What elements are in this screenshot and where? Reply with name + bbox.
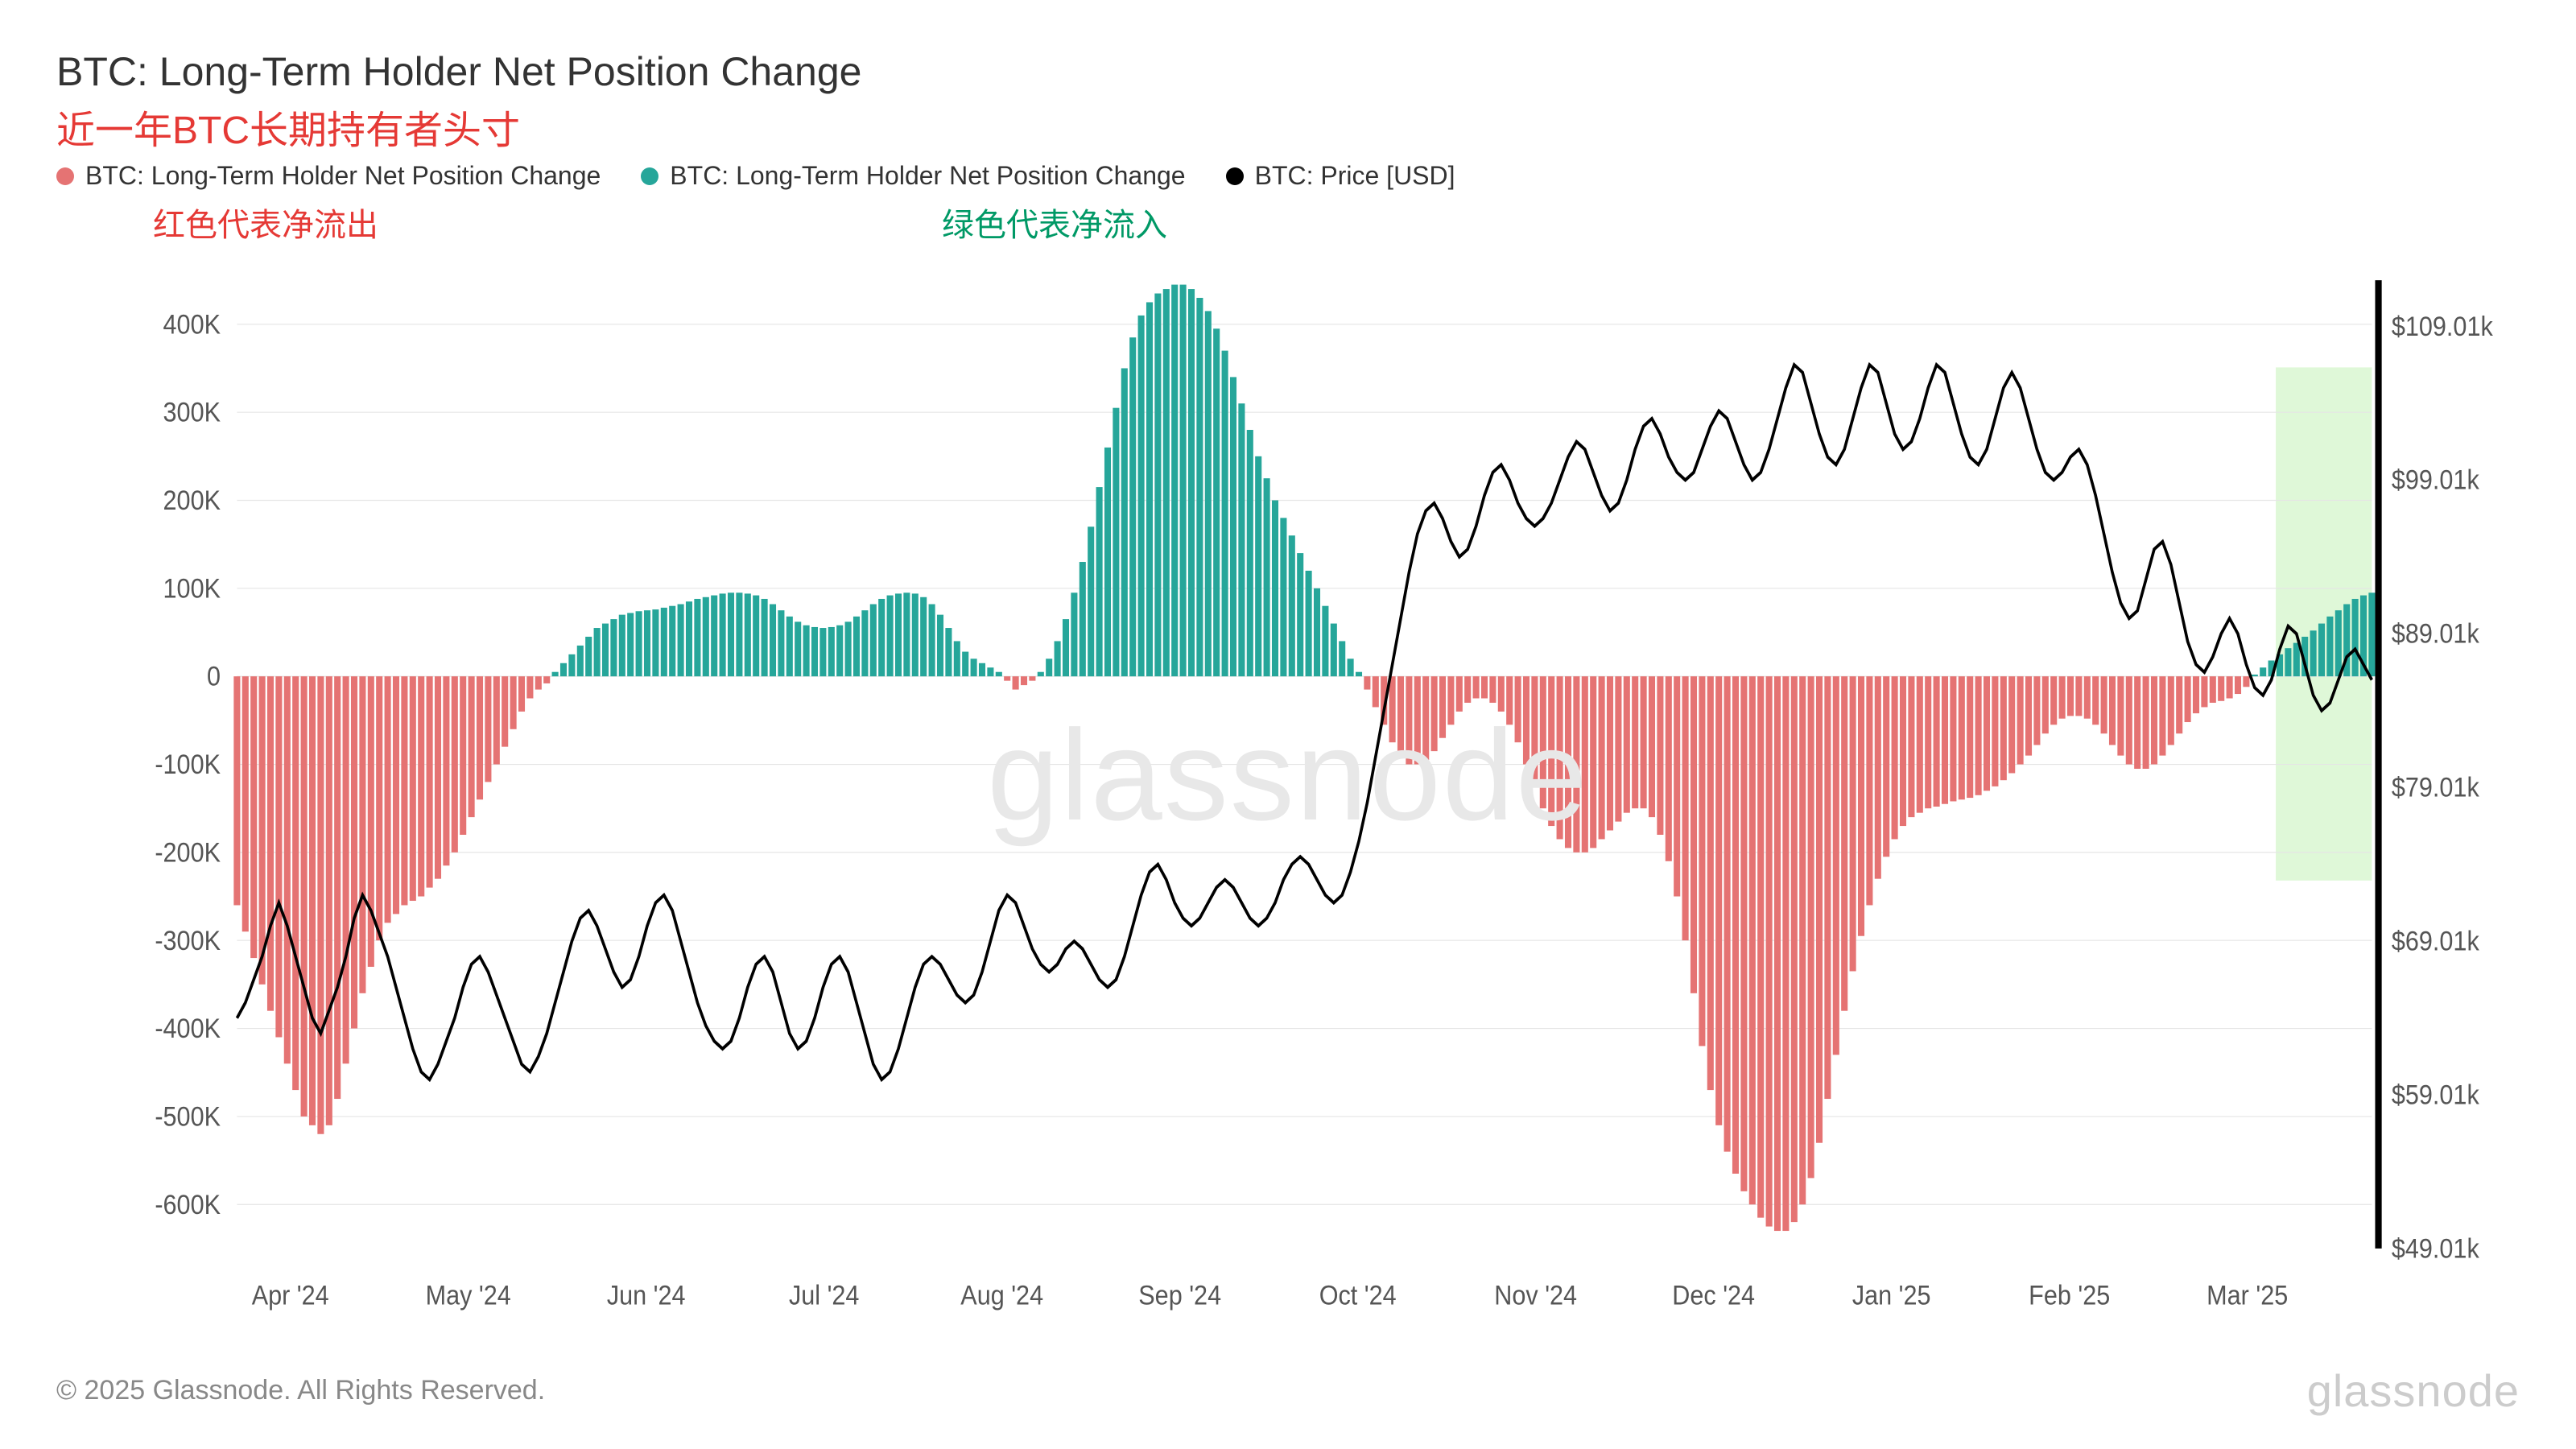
svg-text:Sep '24: Sep '24: [1138, 1278, 1221, 1310]
svg-text:Dec '24: Dec '24: [1672, 1278, 1755, 1310]
svg-text:300K: 300K: [163, 396, 221, 427]
svg-text:Apr '24: Apr '24: [252, 1278, 329, 1310]
svg-text:200K: 200K: [163, 484, 221, 515]
legend-item: BTC: Price [USD]: [1226, 161, 1455, 191]
svg-text:$49.01k: $49.01k: [2392, 1232, 2479, 1264]
legend-item: BTC: Long-Term Holder Net Position Chang…: [641, 161, 1185, 191]
svg-text:400K: 400K: [163, 308, 221, 340]
svg-text:Mar '25: Mar '25: [2207, 1278, 2288, 1310]
svg-text:100K: 100K: [163, 572, 221, 604]
svg-text:-300K: -300K: [155, 924, 221, 956]
svg-text:$109.01k: $109.01k: [2392, 310, 2493, 341]
svg-text:Jun '24: Jun '24: [607, 1278, 686, 1310]
legend-dot-icon: [641, 167, 658, 185]
legend-dot-icon: [56, 167, 74, 185]
svg-text:Nov '24: Nov '24: [1494, 1278, 1577, 1310]
svg-text:-400K: -400K: [155, 1012, 221, 1043]
svg-text:$69.01k: $69.01k: [2392, 925, 2479, 956]
svg-text:Feb '25: Feb '25: [2029, 1278, 2110, 1310]
svg-text:Jan '25: Jan '25: [1852, 1278, 1931, 1310]
main-chart: -600K -500K -400K -300K -200K -100K 0 100K 200K 3…: [56, 262, 2520, 1332]
copyright: © 2025 Glassnode. All Rights Reserved.: [56, 1375, 545, 1406]
legend-label: BTC: Long-Term Holder Net Position Chang…: [85, 161, 601, 191]
svg-text:$59.01k: $59.01k: [2392, 1079, 2479, 1110]
svg-text:-600K: -600K: [155, 1188, 221, 1220]
svg-text:-100K: -100K: [155, 748, 221, 779]
svg-text:0: 0: [207, 660, 221, 691]
legend: BTC: Long-Term Holder Net Position Chang…: [56, 161, 2520, 191]
annotation-inflow: 绿色代表净流入: [942, 199, 1167, 246]
svg-text:$89.01k: $89.01k: [2392, 617, 2479, 649]
svg-text:Jul '24: Jul '24: [789, 1278, 859, 1310]
svg-text:$79.01k: $79.01k: [2392, 771, 2479, 803]
brand-logo: glassnode: [2307, 1364, 2520, 1417]
svg-text:Aug '24: Aug '24: [960, 1278, 1043, 1310]
svg-text:May '24: May '24: [426, 1278, 511, 1310]
legend-label: BTC: Price [USD]: [1255, 161, 1455, 191]
svg-text:Oct '24: Oct '24: [1319, 1278, 1397, 1310]
svg-text:$99.01k: $99.01k: [2392, 464, 2479, 495]
legend-dot-icon: [1226, 167, 1244, 185]
legend-item: BTC: Long-Term Holder Net Position Chang…: [56, 161, 601, 191]
legend-label: BTC: Long-Term Holder Net Position Chang…: [670, 161, 1185, 191]
svg-text:-200K: -200K: [155, 836, 221, 868]
annotation-outflow: 红色代表净流出: [153, 199, 378, 246]
svg-text:-500K: -500K: [155, 1100, 221, 1132]
chart-subtitle: 近一年BTC长期持有者头寸: [56, 98, 2520, 155]
chart-title: BTC: Long-Term Holder Net Position Chang…: [56, 48, 2520, 95]
